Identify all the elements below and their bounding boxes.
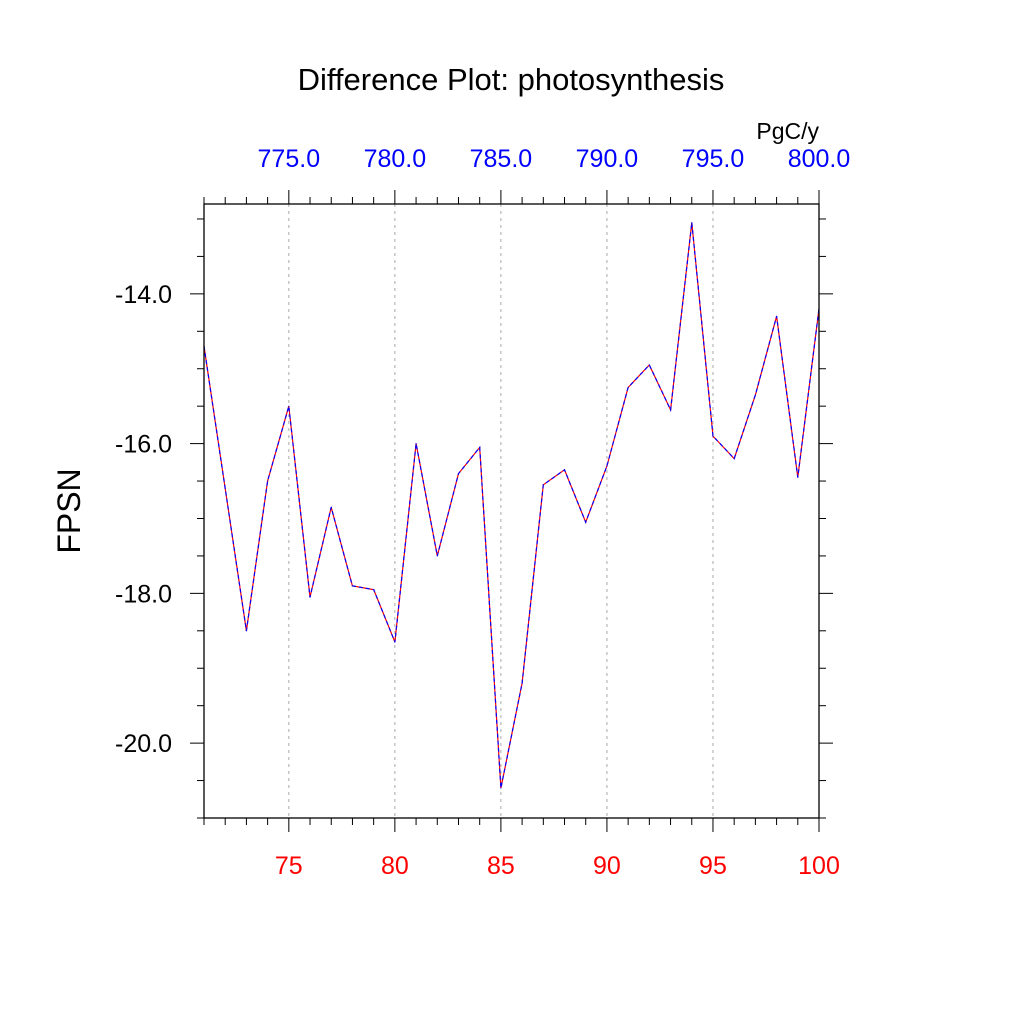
- data-point: [733, 457, 735, 460]
- y-axis-label: FPSN: [51, 468, 87, 553]
- x-tick-label-bottom: 95: [699, 852, 727, 880]
- y-tick-label: -20.0: [115, 730, 172, 758]
- series-line: [203, 222, 820, 789]
- data-point: [415, 443, 417, 445]
- data-point: [224, 487, 226, 490]
- x-tick-label-top: 795.0: [682, 145, 745, 173]
- y-tick-label: -18.0: [115, 580, 172, 608]
- y-tick-label: -16.0: [115, 431, 172, 459]
- x-tick-label-top: 775.0: [258, 145, 321, 173]
- data-point: [585, 521, 587, 523]
- data-point: [712, 435, 714, 437]
- data-point: [457, 472, 460, 475]
- data-point: [436, 555, 438, 557]
- axis-ticks: [190, 190, 833, 832]
- x-tick-label-bottom: 90: [593, 852, 621, 880]
- data-point: [500, 787, 502, 789]
- x-tick-label-top: 785.0: [470, 145, 533, 173]
- data-point: [245, 630, 248, 632]
- tick-labels: 75 80 85 90 95 100 775.0 780.0 785.0 790.0 795.0 80…: [115, 145, 850, 880]
- chart-title: Difference Plot: photosynthesis: [298, 62, 725, 97]
- data-point: [691, 222, 693, 224]
- data-point: [542, 484, 544, 486]
- x-tick-label-top: 800.0: [788, 145, 851, 173]
- series-line-dashed: [203, 222, 820, 789]
- data-point: [373, 589, 375, 591]
- x-tick-label-top: 790.0: [576, 145, 639, 173]
- data-point: [330, 506, 332, 508]
- x-tick-label-bottom: 100: [798, 852, 840, 880]
- units-label: PgC/y: [756, 118, 819, 144]
- x-tick-label-top: 780.0: [364, 145, 427, 173]
- x-tick-label-bottom: 75: [275, 852, 303, 880]
- data-point: [479, 446, 481, 448]
- x-tick-label-bottom: 85: [487, 852, 515, 880]
- data-point: [351, 585, 354, 587]
- data-point: [775, 315, 778, 317]
- data-series: [203, 222, 820, 789]
- data-point: [267, 480, 269, 482]
- data-point: [648, 364, 650, 366]
- data-point: [669, 409, 672, 411]
- data-point: [394, 641, 396, 643]
- data-point: [309, 596, 311, 598]
- data-point: [288, 405, 290, 407]
- x-tick-label-bottom: 80: [381, 852, 409, 880]
- data-point: [627, 386, 629, 389]
- data-point: [754, 394, 756, 396]
- plot-frame: [203, 203, 820, 819]
- data-point: [563, 469, 566, 471]
- data-point: [521, 682, 523, 684]
- y-tick-label: -14.0: [115, 281, 172, 309]
- data-point: [606, 465, 608, 467]
- grid-lines: [288, 204, 714, 818]
- data-point: [797, 476, 799, 478]
